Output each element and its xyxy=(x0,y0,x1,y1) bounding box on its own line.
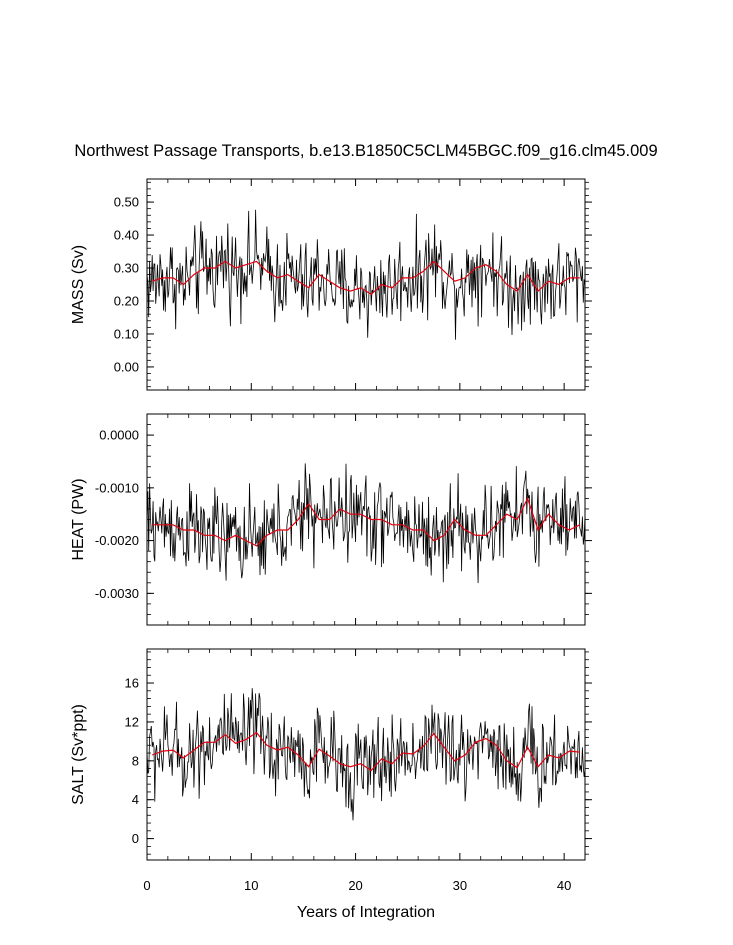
salt-y-tick-label: 0 xyxy=(132,831,139,846)
salt-monthly-series xyxy=(146,688,586,821)
heat-annual-mean-series xyxy=(152,496,581,547)
mass-y-tick-label: 0.20 xyxy=(114,293,139,308)
salt-annual-mean-series xyxy=(151,731,580,772)
heat-y-tick-label: -0.0020 xyxy=(95,533,139,548)
salt-y-tick-label: 8 xyxy=(132,753,139,768)
mass-y-tick-label: 0.30 xyxy=(114,261,139,276)
x-tick-label: 40 xyxy=(557,878,571,893)
chart-title: Northwest Passage Transports, b.e13.B185… xyxy=(74,142,657,160)
x-axis-title: Years of Integration xyxy=(297,904,435,921)
panels-group: 0.00 0.10 0.20 0.30 0.40 0.50 MASS (Sv) 0.0000 -… xyxy=(70,178,592,893)
mass-y-axis-title: MASS (Sv) xyxy=(70,245,87,324)
salt-y-axis-title: SALT (Sv*ppt) xyxy=(70,704,87,805)
heat-panel: 0.0000 -0.0010 -0.0020 -0.0030 HEAT (PW) xyxy=(70,413,592,626)
x-tick-label: 0 xyxy=(143,878,150,893)
salt-y-tick-label: 4 xyxy=(132,792,139,807)
x-tick-label: 20 xyxy=(348,878,362,893)
mass-y-tick-label: 0.10 xyxy=(114,326,139,341)
x-tick-label: 10 xyxy=(244,878,258,893)
mass-y-tick-label: 0.00 xyxy=(114,359,139,374)
mass-monthly-series xyxy=(146,209,586,340)
mass-y-tick-label: 0.40 xyxy=(114,228,139,243)
heat-monthly-series xyxy=(146,463,586,584)
mass-y-tick-label: 0.50 xyxy=(114,195,139,210)
salt-y-tick-label: 16 xyxy=(125,676,139,691)
heat-y-axis-title: HEAT (PW) xyxy=(70,478,87,560)
salt-panel: 0 4 8 12 16 SALT (Sv*ppt) xyxy=(70,648,592,861)
heat-y-tick-label: -0.0030 xyxy=(95,586,139,601)
heat-y-tick-label: 0.0000 xyxy=(99,428,139,443)
mass-annual-mean-series xyxy=(152,260,580,296)
x-tick-label: 30 xyxy=(453,878,467,893)
heat-y-tick-label: -0.0010 xyxy=(95,480,139,495)
salt-y-tick-label: 12 xyxy=(125,714,139,729)
mass-panel: 0.00 0.10 0.20 0.30 0.40 0.50 MASS (Sv) xyxy=(70,178,592,391)
